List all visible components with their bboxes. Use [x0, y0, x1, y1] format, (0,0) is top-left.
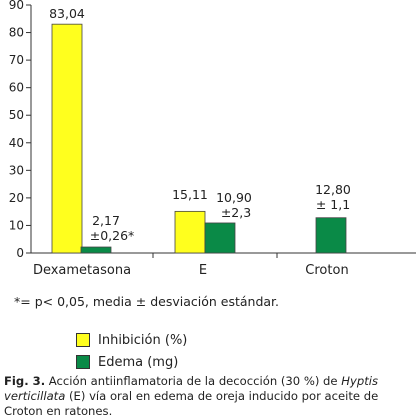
legend: Inhibición (%) Edema (mg)	[76, 330, 187, 374]
data-label-inhibicion: 83,04	[49, 6, 85, 21]
figure-caption: Fig. 3. Acción antiinflamatoria de la de…	[4, 374, 416, 419]
footnote: *= p< 0,05, media ± desviación estándar.	[14, 294, 280, 309]
data-label-edema-sd: ±2,3	[221, 205, 251, 220]
bar-inhibicion	[51, 23, 83, 254]
data-label-inhibicion: 15,11	[172, 187, 208, 202]
y-tick-label: 40	[9, 136, 24, 150]
data-label-edema-sd: ± 1,1	[316, 197, 350, 212]
legend-swatch-inhibicion	[76, 333, 90, 347]
y-tick-label: 10	[9, 218, 24, 232]
legend-swatch-edema	[76, 355, 90, 369]
x-category-label: Croton	[305, 263, 348, 278]
x-category-label: E	[199, 263, 207, 278]
x-category-label: Dexametasona	[33, 263, 131, 278]
bar-edema	[315, 217, 347, 254]
y-tick-label: 70	[9, 53, 24, 67]
y-tick-label: 0	[16, 246, 24, 260]
bar-edema	[80, 246, 112, 254]
caption-figure-number: Fig. 3.	[4, 374, 46, 388]
legend-label-inhibicion: Inhibición (%)	[98, 332, 188, 348]
legend-item-inhibicion: Inhibición (%)	[76, 330, 187, 350]
y-tick-label: 60	[9, 81, 24, 95]
caption-text-1: Acción antiinflamatoria de la decocción …	[45, 374, 342, 388]
bar-chart: 0 10 20 30 40 50 60 70 80 90 Dexametasona E Croton 83…	[9, 0, 416, 278]
y-tick-label: 30	[9, 163, 24, 177]
y-tick-label: 80	[9, 26, 24, 40]
caption-species-name: Hyptis verticillata	[4, 374, 378, 403]
y-tick-label: 20	[9, 191, 24, 205]
bar-edema	[204, 222, 236, 254]
legend-item-edema: Edema (mg)	[76, 352, 187, 372]
data-label-edema-value: 2,17	[92, 213, 120, 228]
data-label-edema-value: 10,90	[216, 190, 252, 205]
bar-inhibicion	[174, 210, 206, 254]
y-tick-label: 90	[9, 0, 24, 12]
y-tick-label: 50	[9, 108, 24, 122]
caption-text-2: (E) vía oral en edema de oreja inducido …	[4, 389, 379, 418]
legend-label-edema: Edema (mg)	[98, 354, 179, 370]
data-label-edema-sd: ±0,26*	[90, 228, 135, 243]
data-label-edema-value: 12,80	[315, 182, 351, 197]
